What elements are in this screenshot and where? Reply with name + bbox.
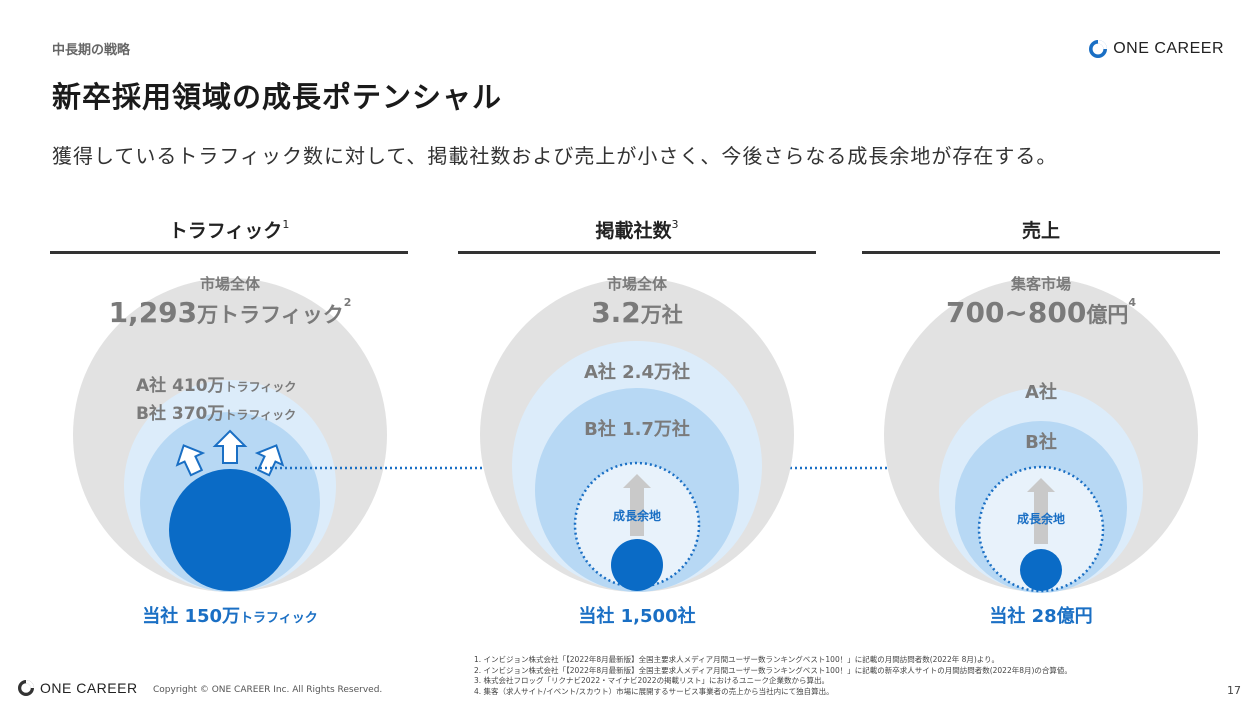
competitor-b-label: B社 bbox=[1025, 432, 1057, 453]
column-heading: トラフィック bbox=[168, 220, 283, 242]
market-label: 市場全体 bbox=[606, 275, 667, 293]
arrow-up-left-icon bbox=[175, 444, 206, 477]
ours-label: 当社 1,500社 bbox=[578, 606, 696, 627]
brand-logo: ONE CAREER bbox=[1089, 40, 1224, 58]
ours-label: 当社 150万トラフィック bbox=[100, 602, 360, 628]
page-number: 17 bbox=[1227, 684, 1241, 697]
growth-arrow-icon bbox=[623, 474, 651, 536]
page-subtitle: 獲得しているトラフィック数に対して、掲載社数および売上が小さく、今後さらなる成長… bbox=[52, 144, 1058, 168]
copyright-text: Copyright © ONE CAREER Inc. All Rights R… bbox=[153, 685, 383, 695]
section-label: 中長期の戦略 bbox=[52, 43, 131, 58]
footnote-item: 2. インビジョン株式会社「【2022年8月最新版】全国主要求人メディア月間ユー… bbox=[474, 665, 1072, 675]
footer-brand-name: ONE CAREER bbox=[40, 680, 138, 696]
competitor-a-label: A社 2.4万社 bbox=[583, 362, 691, 383]
growth-label: 成長余地 bbox=[612, 509, 661, 523]
one-career-logo-icon bbox=[1089, 40, 1108, 58]
market-value-unit: 億円 bbox=[1086, 303, 1129, 327]
market-value-number: 1,293 bbox=[108, 296, 198, 329]
page-title: 新卒採用領域の成長ポテンシャル bbox=[52, 80, 503, 114]
market-value: 700~800億円4 bbox=[921, 296, 1161, 329]
market-value: 1,293万トラフィック2 bbox=[80, 296, 380, 329]
footnote-ref: 3 bbox=[671, 218, 679, 231]
growth-label: 成長余地 bbox=[1016, 512, 1065, 526]
brand-name: ONE CAREER bbox=[1113, 40, 1224, 57]
footnote-item: 1. インビジョン株式会社「【2022年8月最新版】全国主要求人メディア月間ユー… bbox=[474, 655, 1000, 664]
column-header-traffic: トラフィック1 bbox=[50, 216, 408, 254]
column-header-listings: 掲載社数3 bbox=[458, 216, 816, 254]
competitor-b-value: B社 370万 bbox=[136, 404, 225, 424]
ours-label: 当社 28億円 bbox=[989, 606, 1093, 627]
arrow-up-right-icon bbox=[254, 444, 285, 477]
ours-value: 当社 150万 bbox=[142, 606, 241, 627]
column-heading: 掲載社数 bbox=[595, 220, 672, 242]
column-heading: 売上 bbox=[1021, 220, 1060, 242]
footnote-item: 4. 集客（求人サイト/イベント/スカウト）市場に展開するサービス事業者の売上か… bbox=[474, 686, 834, 696]
competitor-a-unit: トラフィック bbox=[224, 380, 297, 394]
footer-brand-logo: ONE CAREER bbox=[18, 680, 138, 696]
column-header-revenue: 売上 bbox=[862, 216, 1220, 254]
competitor-b-label: B社 370万トラフィック bbox=[136, 399, 296, 424]
ours-circle-listings bbox=[611, 539, 663, 591]
market-label: 市場全体 bbox=[199, 275, 260, 293]
market-value: 3.2万社 bbox=[537, 296, 737, 329]
market-value-number: 700~800 bbox=[945, 296, 1087, 329]
market-value-unit: 万社 bbox=[640, 303, 683, 327]
competitor-b-unit: トラフィック bbox=[224, 408, 297, 422]
ours-unit: トラフィック bbox=[240, 611, 318, 626]
competitor-a-label: A社 bbox=[1025, 382, 1057, 403]
competitor-a-label: A社 410万トラフィック bbox=[136, 371, 296, 396]
footnotes: 1. インビジョン株式会社「【2022年8月最新版】全国主要求人メディア月間ユー… bbox=[474, 655, 1072, 697]
footnote-ref: 2 bbox=[343, 296, 352, 309]
footnote-ref: 4 bbox=[1128, 296, 1136, 309]
market-label: 集客市場 bbox=[1010, 275, 1071, 293]
competitor-b-label: B社 1.7万社 bbox=[584, 419, 690, 440]
market-value-number: 3.2 bbox=[591, 296, 641, 329]
arrow-up-icon bbox=[212, 429, 248, 464]
ours-circle-traffic bbox=[169, 469, 291, 591]
footnote-item: 3. 株式会社フロッグ「リクナビ2022・マイナビ2022の掲載リスト」における… bbox=[474, 676, 830, 685]
footnote-ref: 1 bbox=[282, 218, 290, 231]
ours-circle-revenue bbox=[1020, 549, 1062, 591]
market-value-unit: 万トラフィック bbox=[197, 303, 344, 327]
growth-arrow-icon bbox=[1027, 478, 1055, 544]
competitor-a-value: A社 410万 bbox=[136, 376, 225, 396]
one-career-logo-icon bbox=[18, 680, 34, 696]
